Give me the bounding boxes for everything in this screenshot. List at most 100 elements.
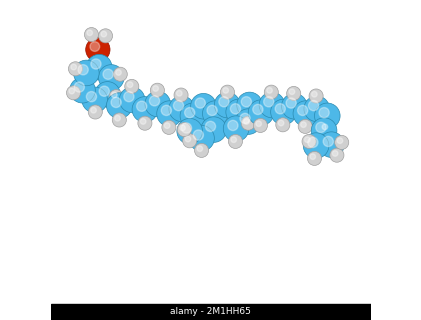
Circle shape (229, 134, 242, 148)
Circle shape (185, 136, 191, 142)
Circle shape (237, 92, 262, 118)
Circle shape (301, 122, 306, 127)
Text: alamy - 2M1HH65: alamy - 2M1HH65 (170, 308, 251, 316)
Circle shape (169, 96, 195, 122)
Circle shape (302, 134, 316, 148)
Circle shape (223, 88, 229, 93)
Circle shape (293, 101, 319, 126)
Circle shape (323, 136, 333, 147)
Circle shape (241, 116, 255, 130)
Circle shape (91, 108, 96, 113)
Circle shape (332, 151, 338, 156)
Circle shape (153, 86, 158, 91)
Circle shape (303, 133, 329, 158)
Circle shape (67, 86, 80, 100)
Circle shape (145, 91, 171, 117)
Circle shape (85, 28, 99, 42)
Circle shape (193, 130, 203, 140)
Circle shape (150, 83, 165, 97)
Circle shape (127, 82, 133, 87)
Circle shape (86, 92, 96, 102)
Circle shape (103, 69, 113, 79)
Circle shape (214, 92, 240, 118)
Circle shape (101, 31, 107, 37)
Circle shape (309, 89, 323, 103)
Circle shape (256, 121, 261, 126)
Circle shape (115, 116, 120, 121)
Circle shape (205, 121, 216, 132)
Circle shape (176, 91, 182, 96)
Circle shape (116, 70, 121, 75)
Circle shape (112, 92, 117, 98)
Circle shape (164, 123, 170, 128)
Circle shape (244, 119, 249, 124)
Circle shape (138, 116, 152, 130)
Circle shape (319, 132, 344, 157)
Circle shape (183, 134, 197, 148)
Circle shape (264, 97, 274, 107)
Circle shape (310, 154, 316, 159)
Circle shape (109, 90, 123, 104)
Circle shape (314, 103, 340, 129)
Circle shape (82, 87, 107, 113)
Circle shape (207, 105, 217, 116)
Circle shape (275, 104, 285, 114)
Circle shape (219, 97, 229, 107)
Circle shape (99, 65, 124, 90)
Circle shape (223, 116, 249, 141)
Circle shape (95, 82, 120, 107)
Circle shape (307, 151, 322, 165)
Circle shape (231, 137, 237, 142)
Circle shape (136, 101, 147, 111)
Circle shape (177, 118, 203, 144)
Circle shape (181, 123, 192, 133)
Circle shape (161, 105, 171, 116)
Circle shape (298, 119, 312, 133)
Circle shape (74, 82, 85, 92)
Circle shape (241, 97, 251, 107)
Circle shape (197, 146, 203, 151)
Circle shape (298, 105, 308, 116)
Circle shape (195, 143, 208, 157)
Circle shape (228, 120, 238, 131)
Circle shape (125, 79, 139, 93)
Circle shape (316, 122, 326, 132)
Circle shape (70, 77, 95, 103)
Circle shape (78, 65, 88, 75)
Circle shape (107, 93, 132, 118)
Circle shape (87, 30, 93, 36)
Circle shape (235, 109, 261, 134)
Circle shape (184, 108, 195, 118)
Circle shape (311, 118, 337, 143)
Circle shape (91, 59, 101, 69)
Circle shape (124, 92, 134, 102)
Circle shape (201, 117, 226, 142)
Circle shape (248, 100, 274, 125)
Circle shape (304, 137, 310, 142)
Circle shape (309, 100, 319, 111)
Circle shape (99, 29, 112, 43)
Circle shape (253, 118, 267, 132)
Circle shape (71, 64, 77, 70)
Circle shape (174, 88, 188, 102)
FancyBboxPatch shape (51, 304, 370, 320)
Circle shape (180, 103, 206, 129)
Circle shape (304, 96, 330, 122)
Circle shape (271, 99, 296, 125)
Circle shape (278, 120, 284, 126)
Circle shape (240, 113, 250, 124)
Circle shape (276, 118, 290, 132)
Circle shape (119, 87, 145, 113)
Circle shape (287, 86, 301, 100)
Circle shape (330, 148, 344, 162)
Circle shape (322, 124, 328, 130)
Circle shape (289, 89, 295, 94)
Circle shape (74, 60, 99, 86)
Circle shape (253, 104, 263, 115)
Circle shape (191, 93, 216, 119)
Circle shape (157, 101, 182, 126)
Text: alamy - 2M1HH65: alamy - 2M1HH65 (167, 304, 254, 314)
Circle shape (86, 37, 110, 62)
Circle shape (99, 86, 109, 96)
Circle shape (286, 98, 296, 108)
